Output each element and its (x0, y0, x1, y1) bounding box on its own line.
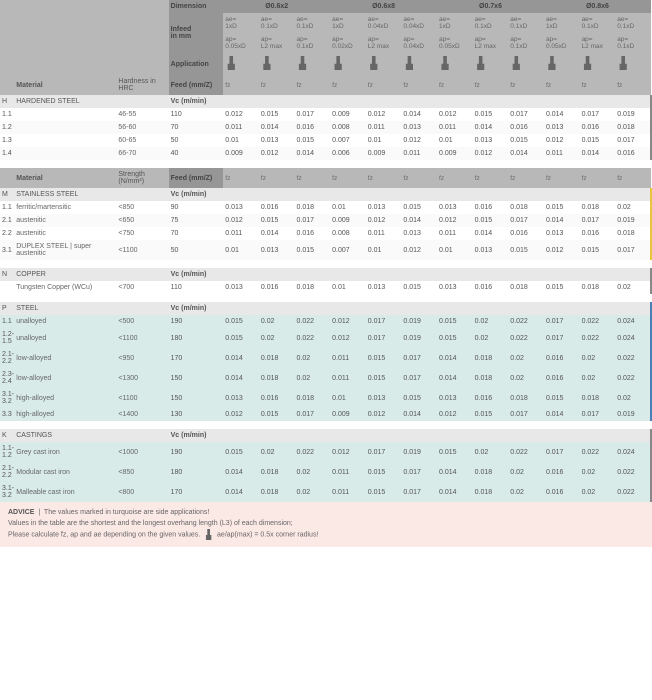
mill-icon (582, 56, 594, 70)
mill-icon (261, 56, 273, 70)
mill-icon (403, 56, 415, 70)
mill-icon (332, 56, 344, 70)
main-table: DimensionØ0.6x2Ø0.6x8Ø0.7x6Ø0.8x6Infeedi… (0, 0, 652, 502)
mill-icon (297, 56, 309, 70)
mill-icon (368, 56, 380, 70)
mill-icon (510, 56, 522, 70)
mill-icon (475, 56, 487, 70)
mill-icon (439, 56, 451, 70)
cutting-data-table: DimensionØ0.6x2Ø0.6x8Ø0.7x6Ø0.8x6Infeedi… (0, 0, 652, 547)
mill-icon (225, 56, 237, 70)
mill-icon (546, 56, 558, 70)
mill-icon (617, 56, 629, 70)
advice-box: ADVICE | The values marked in turquoise … (0, 502, 652, 547)
